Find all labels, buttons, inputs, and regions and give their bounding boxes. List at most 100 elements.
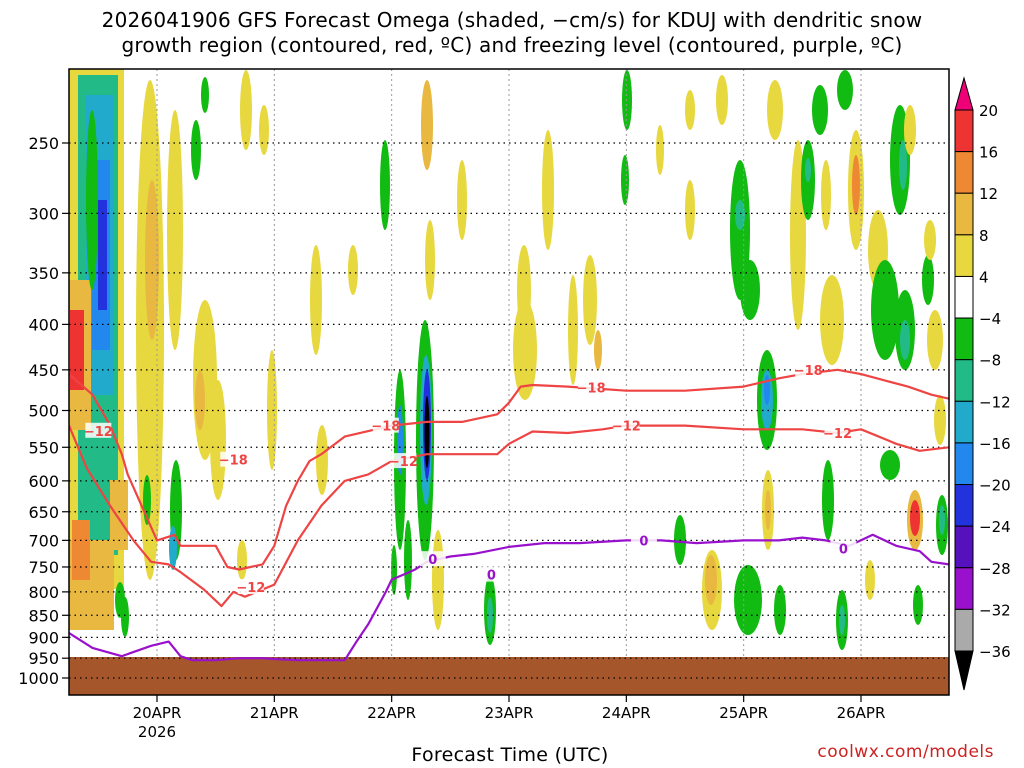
- omega-shade-88: [899, 140, 907, 190]
- contour-label-4: −12: [389, 455, 418, 470]
- y-axis: 250 300 350 400 450 500 550 600 650 700 750 800 850 9…: [18, 134, 69, 688]
- chart-title: 2026041906 GFS Forecast Omega (shaded, −…: [0, 8, 1024, 58]
- omega-shade-56: [685, 180, 695, 240]
- colorbar-segment-4: [954, 275, 974, 319]
- title-line-1: 2026041906 GFS Forecast Omega (shaded, −…: [101, 8, 923, 32]
- colorbar-label-3: 8: [979, 227, 989, 245]
- x-axis-label: Forecast Time (UTC): [411, 744, 609, 766]
- x-tick-label-20APR: 20APR: [133, 704, 182, 722]
- x-tick-label-25APR: 25APR: [719, 704, 768, 722]
- omega-shade-47: [513, 300, 537, 400]
- omega-shade-76: [821, 160, 831, 230]
- colorbar-segment-12: [954, 608, 974, 652]
- colorbar-segment-8: [954, 442, 974, 486]
- contour-label-bg-7: [795, 361, 822, 377]
- omega-shade-42: [391, 545, 397, 595]
- title-line-2: growth region (contoured, red, ºC) and f…: [121, 33, 903, 57]
- colorbar-label-2: 12: [979, 185, 998, 203]
- colorbar-label-5: −4: [979, 310, 1001, 328]
- colorbar-label-7: −12: [979, 393, 1011, 411]
- omega-shade-16: [195, 370, 205, 430]
- contour-label-9: 0: [428, 553, 437, 568]
- omega-shade-51: [594, 330, 602, 370]
- y-tick-label-750: 750: [28, 558, 59, 577]
- colorbar-label-6: −8: [979, 352, 1001, 370]
- omega-shade-26: [201, 77, 209, 113]
- contour-label-10: 0: [487, 569, 496, 584]
- omega-shade-45: [487, 597, 493, 633]
- contour-label-12: 0: [839, 543, 848, 558]
- y-tick-label-800: 800: [28, 583, 59, 602]
- omega-shade-9: [110, 480, 128, 550]
- contour-label-bg-8: [824, 424, 851, 440]
- omega-shade-68: [767, 80, 783, 140]
- colorbar-segment-5: [954, 317, 974, 361]
- omega-shade-63: [740, 260, 760, 320]
- omega-shade-78: [820, 275, 844, 365]
- omega-shade-84: [865, 560, 875, 600]
- x-year-label: 2026: [138, 723, 176, 741]
- y-tick-label-500: 500: [28, 402, 59, 421]
- colorbar-segment-10: [954, 525, 974, 569]
- y-tick-label-450: 450: [28, 361, 59, 380]
- omega-shade-18: [240, 70, 252, 150]
- omega-shade-14: [167, 110, 183, 350]
- omega-shade-50: [583, 255, 597, 345]
- omega-shade-13: [145, 180, 159, 340]
- colorbar-bottom-arrow: [954, 650, 974, 691]
- omega-shade-96: [922, 255, 934, 305]
- contour-label-bg-12: [830, 540, 857, 556]
- omega-shade-53: [621, 155, 629, 205]
- omega-shade-37: [424, 396, 430, 468]
- omega-shade-74: [805, 158, 811, 182]
- y-tick-label-550: 550: [28, 438, 59, 457]
- contour-label-7: −18: [794, 364, 823, 379]
- y-tick-label-1000: 1000: [18, 669, 59, 688]
- omega-shade-28: [237, 540, 247, 580]
- omega-shade-99: [939, 505, 945, 535]
- omega-shade-64: [734, 565, 762, 635]
- plot-area: −12 −18 −12 −18 −12 −18 −12 −18 −12 0 0 0 0: [69, 69, 949, 695]
- y-tick-label-250: 250: [28, 134, 59, 153]
- omega-shade-60: [716, 75, 728, 125]
- contour-label-bg-10: [478, 566, 505, 582]
- omega-shade-43: [457, 160, 467, 240]
- contour-line-0: [69, 368, 949, 571]
- omega-shade-90: [900, 320, 910, 360]
- contour-label-11: 0: [639, 534, 648, 549]
- contour-lines: −12 −18 −12 −18 −12 −18 −12 −18 −12 0 0 0 0: [69, 361, 949, 662]
- credit-link[interactable]: coolwx.com/models: [817, 742, 994, 762]
- x-tick-label-21APR: 21APR: [250, 704, 299, 722]
- colorbar-label-1: 16: [979, 144, 998, 162]
- colorbar-label-9: −20: [979, 477, 1011, 495]
- y-tick-label-300: 300: [28, 204, 59, 223]
- contour-label-5: −18: [577, 381, 606, 396]
- omega-shade-91: [904, 105, 916, 155]
- contour-label-bg-2: [237, 579, 264, 595]
- contour-label-bg-4: [390, 453, 417, 469]
- omega-shade-48: [542, 130, 554, 250]
- omega-shading: [69, 69, 948, 650]
- y-tick-label-900: 900: [28, 628, 59, 647]
- omega-shade-4: [98, 200, 107, 310]
- colorbar-segment-1: [954, 151, 974, 194]
- colorbar-top-arrow: [954, 76, 974, 111]
- contour-label-6: −12: [612, 420, 641, 435]
- x-tick-label-23APR: 23APR: [485, 704, 534, 722]
- omega-shade-21: [310, 245, 322, 355]
- contour-label-0: −12: [84, 425, 113, 440]
- colorbar-label-4: 4: [979, 268, 989, 286]
- colorbar-segment-11: [954, 567, 974, 610]
- omega-shade-86: [871, 260, 899, 360]
- y-tick-label-950: 950: [28, 649, 59, 668]
- contour-label-bg-0: [85, 422, 112, 438]
- omega-shade-59: [705, 555, 717, 605]
- grid-lines-ground: [69, 657, 949, 679]
- contour-label-bg-6: [613, 417, 640, 433]
- terrain-ground: [69, 657, 949, 695]
- colorbar-segment-2: [954, 192, 974, 236]
- contour-label-8: −12: [823, 427, 852, 442]
- omega-shade-49: [568, 275, 578, 385]
- colorbar-label-12: −32: [979, 601, 1011, 619]
